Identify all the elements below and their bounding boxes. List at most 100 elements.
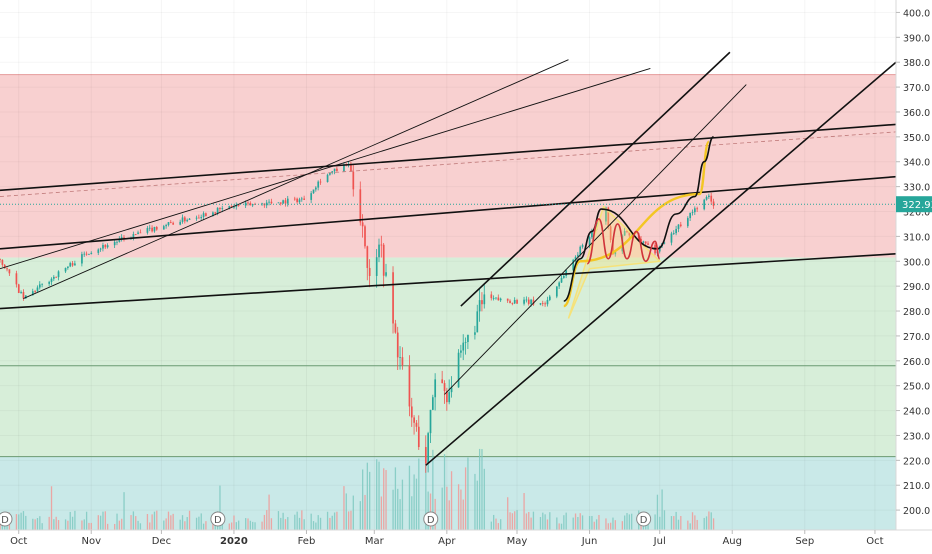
candle-body[interactable] (106, 245, 109, 248)
candle-body[interactable] (572, 259, 575, 271)
candle-body[interactable] (34, 291, 36, 292)
candle-body[interactable] (146, 228, 149, 233)
candle-body[interactable] (612, 239, 614, 255)
candle-body[interactable] (647, 243, 649, 245)
candle-body[interactable] (20, 291, 22, 293)
candle-body[interactable] (116, 241, 118, 243)
candle-body[interactable] (22, 291, 25, 299)
candle-body[interactable] (675, 228, 677, 234)
candle-body[interactable] (460, 350, 462, 353)
candle-body[interactable] (415, 422, 418, 427)
candle-body[interactable] (212, 212, 214, 217)
candle-body[interactable] (104, 244, 107, 248)
candle-body[interactable] (329, 172, 331, 175)
candle-body[interactable] (708, 195, 710, 198)
candle-body[interactable] (413, 417, 415, 423)
candle-body[interactable] (394, 323, 397, 333)
trend-line[interactable] (0, 253, 897, 310)
candle-body[interactable] (67, 266, 69, 268)
candle-body[interactable] (511, 303, 514, 304)
price-scale-panel[interactable] (896, 0, 932, 550)
candle-body[interactable] (186, 219, 189, 222)
candle-body[interactable] (495, 297, 497, 299)
trend-line[interactable] (0, 123, 897, 192)
candle-body[interactable] (476, 311, 479, 333)
candle-body[interactable] (265, 202, 268, 206)
candle-body[interactable] (326, 174, 329, 183)
candle-body[interactable] (41, 283, 44, 285)
candle-body[interactable] (408, 365, 411, 407)
candle-body[interactable] (623, 231, 626, 236)
candle-body[interactable] (352, 171, 355, 190)
candle-body[interactable] (677, 224, 680, 229)
candle-body[interactable] (303, 198, 306, 200)
candle-body[interactable] (113, 241, 116, 246)
candle-body[interactable] (214, 212, 217, 214)
dividend-marker[interactable] (210, 511, 226, 527)
candle-body[interactable] (417, 426, 420, 448)
projection-path-red[interactable] (586, 218, 661, 265)
candle-body[interactable] (539, 303, 542, 305)
candle-body[interactable] (410, 406, 413, 418)
candle-body[interactable] (53, 276, 55, 279)
candle-body[interactable] (644, 241, 647, 244)
candle-body[interactable] (293, 198, 296, 200)
candle-body[interactable] (151, 227, 153, 232)
candle-body[interactable] (640, 238, 642, 243)
dividend-marker[interactable] (423, 511, 439, 527)
candle-body[interactable] (525, 299, 528, 301)
candle-body[interactable] (148, 227, 151, 229)
candle-body[interactable] (595, 220, 598, 230)
candle-body[interactable] (446, 390, 448, 403)
candle-body[interactable] (581, 245, 584, 247)
candle-body[interactable] (396, 332, 399, 358)
candle-body[interactable] (219, 207, 221, 210)
candle-body[interactable] (483, 294, 486, 305)
candle-body[interactable] (607, 207, 610, 227)
candle-body[interactable] (366, 246, 369, 268)
candle-body[interactable] (441, 379, 444, 384)
candle-body[interactable] (672, 233, 675, 234)
candle-body[interactable] (588, 237, 591, 246)
candle-body[interactable] (233, 206, 235, 208)
candle-body[interactable] (670, 233, 673, 243)
candle-body[interactable] (317, 181, 320, 188)
candle-body[interactable] (530, 299, 532, 304)
candle-body[interactable] (200, 217, 203, 219)
candle-body[interactable] (679, 224, 682, 227)
candle-body[interactable] (88, 254, 90, 255)
candle-body[interactable] (235, 205, 238, 207)
candle-body[interactable] (202, 213, 205, 218)
candle-body[interactable] (139, 232, 142, 234)
candle-body[interactable] (541, 303, 544, 305)
candle-body[interactable] (691, 212, 694, 213)
candle-body[interactable] (0, 258, 1, 260)
candle-body[interactable] (69, 263, 72, 267)
candle-body[interactable] (298, 199, 301, 203)
trend-line[interactable] (0, 175, 897, 250)
candle-body[interactable] (364, 226, 366, 247)
candle-body[interactable] (71, 263, 74, 266)
candle-body[interactable] (31, 291, 34, 296)
candle-body[interactable] (312, 189, 315, 194)
candle-body[interactable] (85, 253, 88, 255)
candle-body[interactable] (523, 299, 525, 304)
candle-body[interactable] (591, 231, 593, 238)
candle-body[interactable] (361, 222, 364, 227)
candle-body[interactable] (401, 357, 404, 366)
candle-body[interactable] (90, 252, 93, 255)
candle-body[interactable] (48, 281, 51, 284)
candle-body[interactable] (544, 303, 546, 305)
candle-body[interactable] (319, 181, 322, 183)
candle-body[interactable] (6, 268, 8, 270)
candle-body[interactable] (427, 433, 430, 464)
trend-line[interactable] (0, 67, 651, 270)
candle-body[interactable] (516, 299, 518, 304)
candle-body[interactable] (380, 244, 383, 246)
candle-body[interactable] (83, 253, 86, 255)
candle-body[interactable] (694, 208, 696, 213)
candle-body[interactable] (153, 227, 156, 232)
candle-body[interactable] (368, 267, 371, 276)
